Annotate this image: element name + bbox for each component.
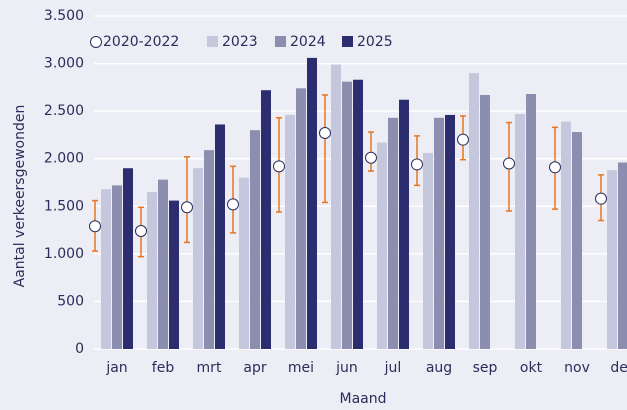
legend-label: 2025 <box>357 34 393 50</box>
x-tick-label: feb <box>152 360 175 376</box>
point <box>503 157 515 170</box>
y-tick-label: 1.500 <box>44 198 84 214</box>
legend-marker <box>90 36 102 48</box>
point <box>319 127 331 140</box>
point <box>273 160 285 173</box>
bar <box>204 150 214 349</box>
point <box>411 158 423 171</box>
bar <box>434 117 444 349</box>
x-tick-label: mrt <box>197 360 222 376</box>
bar <box>480 94 490 350</box>
bar <box>296 88 306 350</box>
bar <box>158 179 168 349</box>
x-tick-label: okt <box>520 360 543 376</box>
legend-label: 2024 <box>290 34 326 50</box>
y-tick-label: 1.000 <box>44 246 84 262</box>
bar <box>285 114 295 349</box>
point <box>457 133 469 146</box>
point <box>135 225 147 238</box>
bar <box>526 94 536 349</box>
bar <box>101 189 111 349</box>
bar <box>331 64 341 349</box>
bar <box>353 79 363 349</box>
bar <box>342 81 352 350</box>
x-tick-label: jan <box>105 360 127 376</box>
bar <box>250 130 260 349</box>
bar <box>261 90 271 349</box>
y-tick-label: 0 <box>75 341 84 357</box>
bar <box>572 132 582 349</box>
bar <box>123 168 133 349</box>
point <box>365 151 377 164</box>
bar <box>561 121 571 349</box>
x-tick-label: sep <box>473 360 498 376</box>
bar <box>515 113 525 349</box>
bar <box>193 168 203 349</box>
legend-marker <box>275 36 286 47</box>
bar <box>239 177 249 349</box>
legend-marker <box>342 36 353 47</box>
x-tick-label: jun <box>335 360 358 376</box>
x-tick-label: aug <box>426 360 452 376</box>
bar <box>307 57 317 350</box>
bar <box>169 200 179 349</box>
y-tick-label: 3.000 <box>44 56 84 72</box>
x-tick-label: mei <box>288 360 314 376</box>
bar <box>445 114 455 349</box>
bar <box>377 142 387 349</box>
bar <box>423 153 433 349</box>
point <box>595 192 607 205</box>
legend-label: 2023 <box>222 34 258 50</box>
legend-marker <box>207 36 218 47</box>
bar <box>618 162 627 349</box>
bar <box>112 185 122 349</box>
x-tick-label: jul <box>384 360 402 376</box>
point <box>227 198 239 211</box>
x-axis-label: Maand <box>340 391 387 407</box>
x-tick-label: dec <box>610 360 627 376</box>
y-axis-label: Aantal verkeersgewonden <box>12 105 28 288</box>
legend-label: 2020-2022 <box>103 34 179 50</box>
point <box>549 161 561 174</box>
y-tick-label: 500 <box>57 293 84 309</box>
bar <box>399 99 409 350</box>
bar <box>607 170 617 349</box>
y-tick-label: 3.500 <box>44 8 84 24</box>
point <box>89 220 101 233</box>
y-tick-label: 2.500 <box>44 103 84 119</box>
bar <box>469 73 479 349</box>
x-tick-label: nov <box>564 360 590 376</box>
point <box>181 201 193 214</box>
bar <box>147 192 157 349</box>
y-tick-label: 2.000 <box>44 151 84 167</box>
bar <box>215 124 225 349</box>
bar <box>388 117 398 349</box>
x-tick-label: apr <box>243 360 266 376</box>
